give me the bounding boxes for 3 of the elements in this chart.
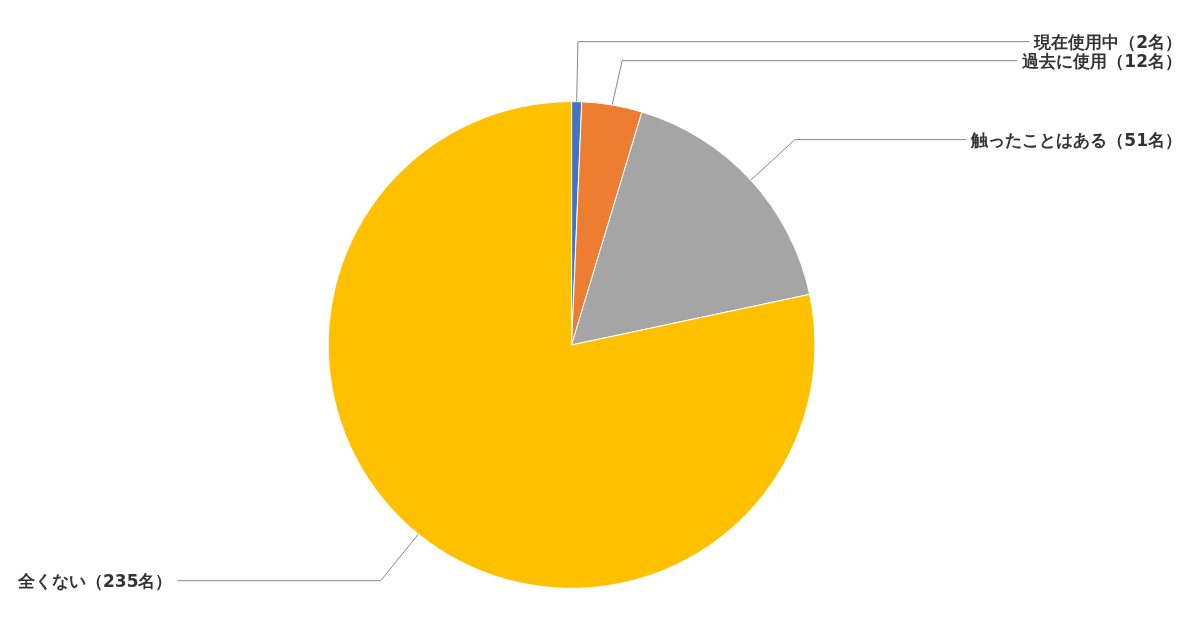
slice-label: 現在使用中（2名） bbox=[1033, 31, 1182, 52]
slice-label: 触ったことはある（51名） bbox=[970, 129, 1182, 150]
slice-label: 全くない（235名） bbox=[17, 570, 173, 591]
